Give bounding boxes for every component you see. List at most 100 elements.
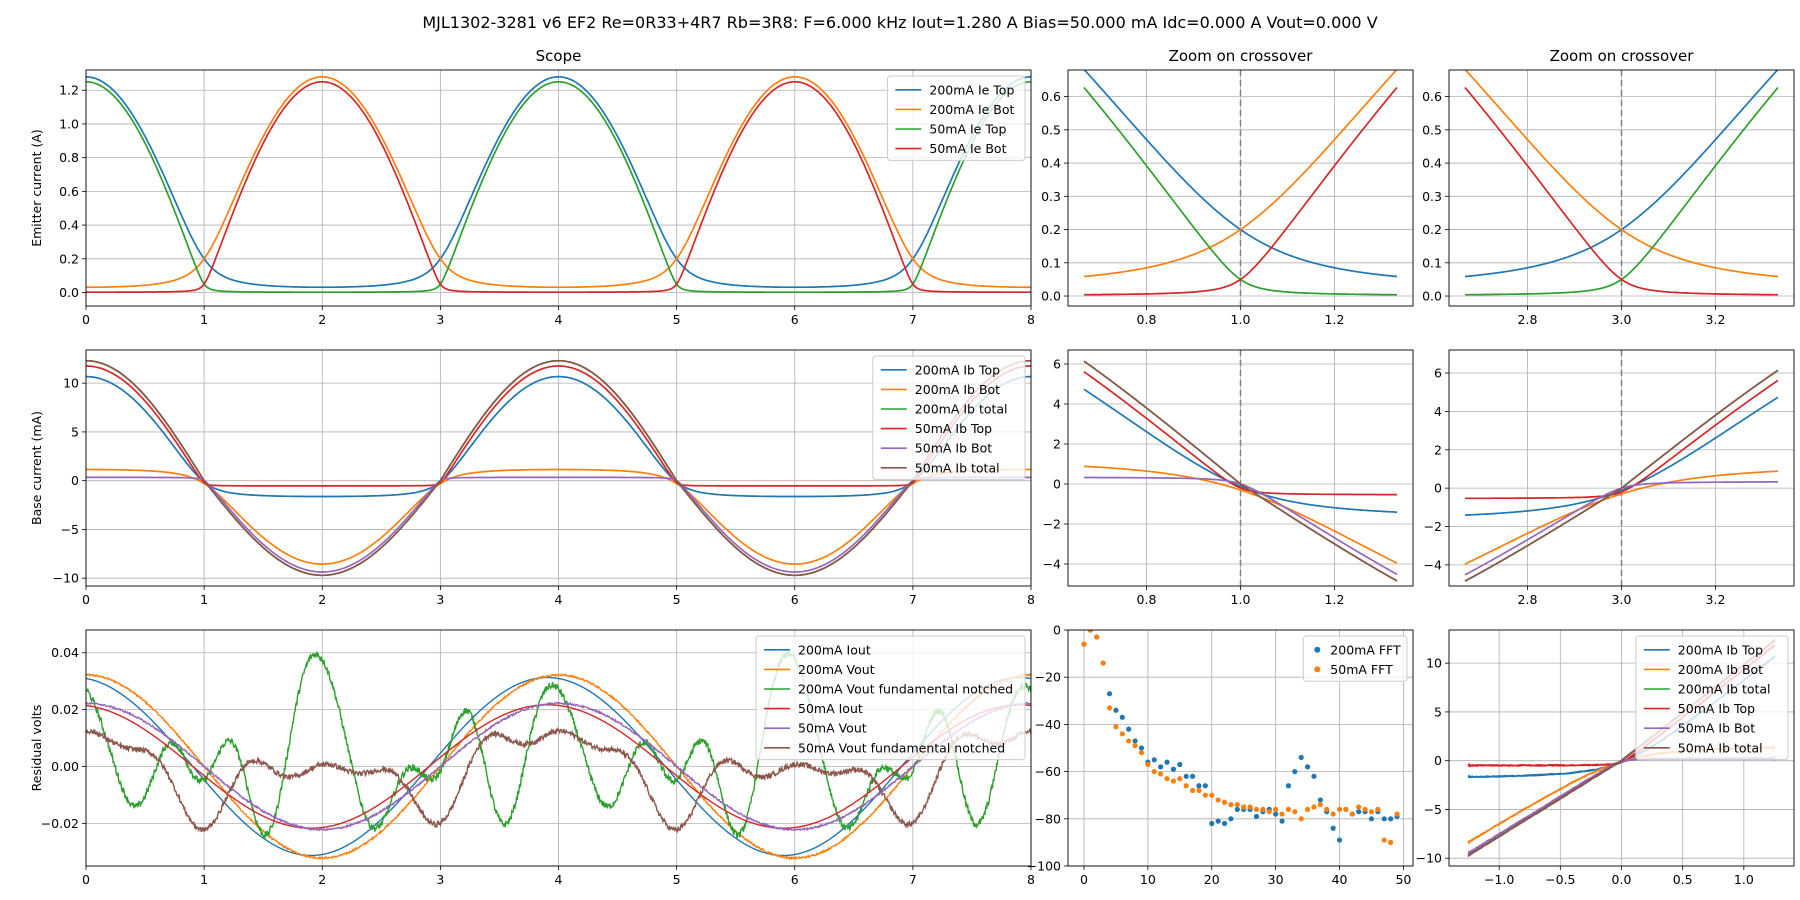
- y-tick-label: 0.5: [1041, 122, 1061, 137]
- x-tick-label: 1.2: [1325, 592, 1345, 607]
- legend: 200mA FFT 50mA FFT: [1302, 635, 1408, 682]
- legend-label: 50mA Iout: [798, 701, 863, 716]
- x-tick-label: 0.0: [1612, 872, 1632, 887]
- data-point: [1356, 809, 1362, 815]
- legend-marker: [1314, 646, 1321, 653]
- axes-fft: 0 10 20 30 40 50 −100 −80 −60 −40 −20 0 200mA FFT 50m…: [1027, 623, 1414, 887]
- x-tick-label: 0: [82, 312, 90, 327]
- data-point: [1113, 724, 1119, 730]
- x-tick-label: 7: [909, 592, 917, 607]
- data-point: [1189, 787, 1196, 794]
- data-point: [1170, 778, 1177, 784]
- x-tick-label: 4: [555, 872, 563, 887]
- series-line: [1464, 70, 1778, 278]
- data-point: [1183, 783, 1189, 789]
- data-point: [1279, 818, 1285, 824]
- axes-frame: [85, 629, 1032, 867]
- series-group: [1083, 70, 1398, 296]
- legend-label: 50mA Ib total: [915, 460, 1000, 475]
- y-tick-label: −4: [1043, 557, 1061, 572]
- series-group: [1464, 369, 1779, 582]
- data-point: [1100, 660, 1106, 666]
- x-tick-label: 3: [436, 312, 444, 327]
- data-point: [1177, 761, 1183, 768]
- figure-title: MJL1302-3281 v6 EF2 Re=0R33+4R7 Rb=3R8: …: [422, 13, 1378, 32]
- x-tick-label: 50: [1395, 872, 1411, 887]
- data-point: [1330, 811, 1336, 817]
- series-group: [86, 76, 1031, 294]
- legend-label: 50mA Ie Bot: [929, 141, 1006, 156]
- data-point: [1189, 773, 1196, 779]
- data-point: [1106, 691, 1113, 697]
- x-tick-label: 1.0: [1231, 312, 1251, 327]
- x-tick-label: 2: [318, 872, 326, 887]
- legend-label: 200mA FFT: [1330, 642, 1401, 657]
- y-tick-label: 0.3: [1422, 189, 1442, 204]
- data-point: [1228, 802, 1234, 808]
- data-point: [1234, 802, 1240, 808]
- data-point: [1388, 816, 1394, 822]
- legend-label: 50mA Ib Top: [1678, 701, 1755, 716]
- y-tick-label: −10: [1416, 851, 1442, 866]
- legend-label: 200mA Ib Top: [1678, 642, 1763, 657]
- data-point: [1273, 811, 1279, 817]
- series-line: [86, 76, 1031, 289]
- x-tick-label: 30: [1268, 872, 1284, 887]
- axes-zoom_ie_3: 2.8 3.0 3.2 0.0 0.1 0.2 0.3 0.4 0.5 0.6 Zoom on cr…: [1422, 47, 1795, 327]
- x-tick-label: 1: [200, 312, 208, 327]
- y-tick-label: 0.8: [59, 150, 79, 165]
- x-tick-label: 2.8: [1518, 592, 1538, 607]
- data-point: [1356, 804, 1362, 810]
- x-tick-label: 40: [1332, 872, 1348, 887]
- x-tick-label: 5: [673, 312, 681, 327]
- legend-box: [886, 75, 1026, 161]
- data-point: [1087, 630, 1093, 633]
- data-point: [1221, 820, 1228, 827]
- series-line: [1465, 396, 1779, 516]
- legend-label: 200mA Ie Bot: [929, 102, 1014, 117]
- y-tick-label: 0: [71, 473, 79, 488]
- series-line: [1084, 70, 1398, 278]
- series-line: [1464, 86, 1778, 296]
- y-tick-label: −20: [1035, 670, 1061, 685]
- axes-title: Zoom on crossover: [1550, 47, 1695, 65]
- data-point: [1343, 806, 1349, 812]
- legend-label: 50mA Ib Top: [915, 421, 992, 436]
- data-point: [1183, 773, 1189, 779]
- y-tick-label: 0.6: [1422, 89, 1442, 104]
- data-point: [1126, 738, 1132, 744]
- y-tick-label: 6: [1434, 366, 1442, 381]
- legend-marker: [1314, 666, 1321, 673]
- y-tick-label: 0.0: [1041, 289, 1061, 304]
- data-point: [1151, 769, 1157, 775]
- y-tick-label: 5: [71, 424, 79, 439]
- x-tick-label: 3.2: [1706, 312, 1726, 327]
- data-point: [1164, 776, 1170, 782]
- y-tick-label: 0.2: [1422, 222, 1442, 237]
- data-point: [1394, 811, 1400, 817]
- data-point: [1234, 806, 1240, 812]
- y-axis-label: Residual volts: [29, 705, 44, 792]
- axes-frame: [1448, 629, 1795, 867]
- series-line: [86, 701, 1031, 832]
- axes-frame: [1448, 349, 1795, 587]
- y-tick-label: 0.2: [59, 251, 79, 266]
- x-tick-label: 1: [200, 872, 208, 887]
- legend-label: 50mA Vout fundamental notched: [798, 740, 1005, 755]
- axes-zoom_ie_1: 0.8 1.0 1.2 0.0 0.1 0.2 0.3 0.4 0.5 0.6 Zoom on cr…: [1041, 47, 1414, 327]
- data-point: [1094, 634, 1100, 640]
- data-point: [1253, 806, 1260, 812]
- axes-scope_resid: 0 1 2 3 4 5 6 7 8 −0.02 0.00 0.02 0.04 Residual volts…: [29, 629, 1035, 887]
- y-tick-label: 4: [1053, 397, 1061, 412]
- y-axis-label: Emitter current (A): [29, 129, 44, 247]
- data-point: [1106, 705, 1113, 711]
- series-line: [1084, 86, 1398, 296]
- legend-box: [1302, 635, 1408, 682]
- y-tick-label: 0: [1434, 753, 1442, 768]
- y-tick-label: −40: [1035, 717, 1061, 732]
- x-tick-label: 0.5: [1673, 872, 1693, 887]
- data-point: [1311, 804, 1317, 810]
- series-line: [1464, 369, 1779, 582]
- x-tick-label: 1: [200, 592, 208, 607]
- axes-frame: [1067, 349, 1414, 587]
